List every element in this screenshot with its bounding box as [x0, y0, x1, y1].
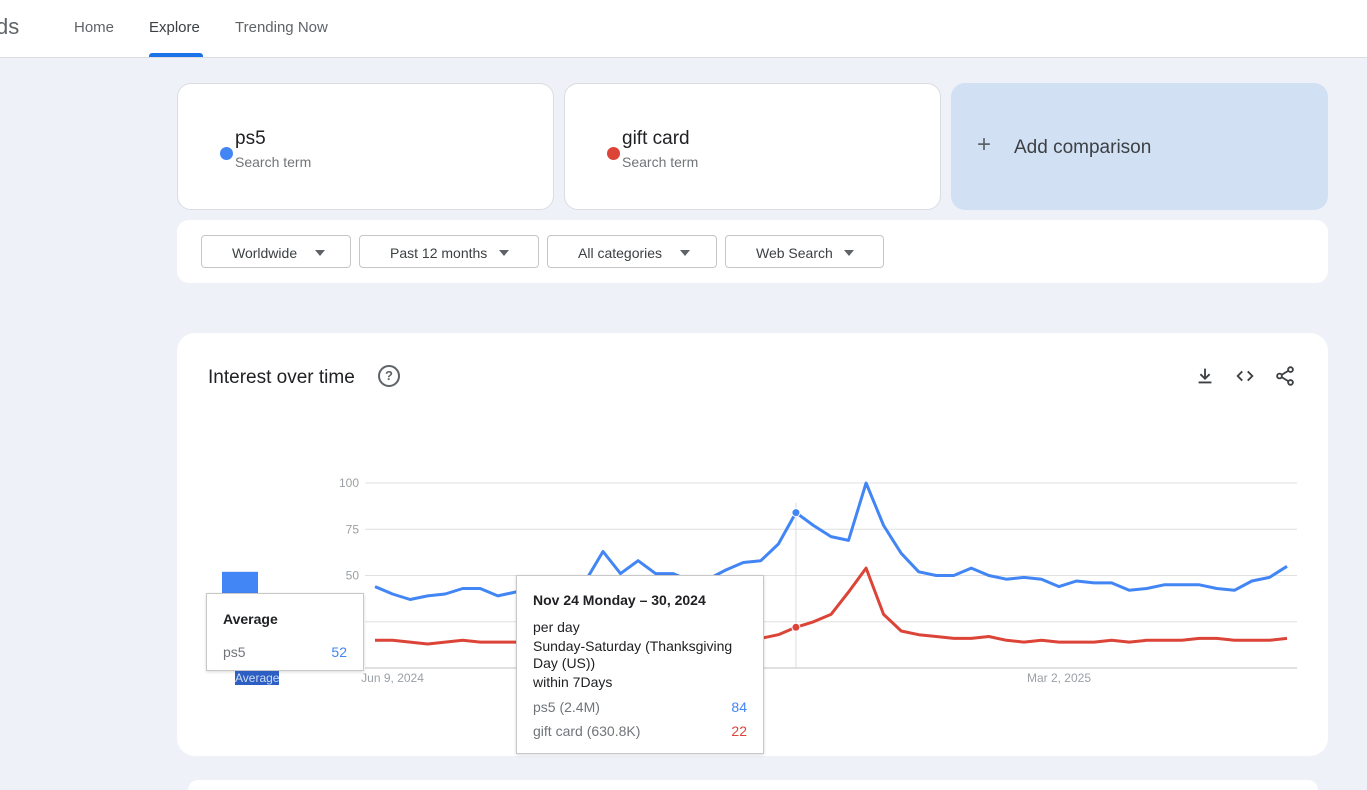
tooltip-date-range: Nov 24 Monday – 30, 2024 [533, 592, 706, 608]
top-navigation-bar: ds Home Explore Trending Now [0, 0, 1367, 58]
tooltip-series-value-gift-card: 22 [731, 723, 747, 739]
filter-search-type-dropdown[interactable]: Web Search [725, 235, 884, 268]
caret-down-icon [844, 250, 854, 256]
series-line-gift-card [375, 566, 1288, 646]
tooltip-value: 52 [331, 644, 347, 660]
embed-code-icon[interactable] [1234, 365, 1256, 387]
filter-location-dropdown[interactable]: Worldwide [201, 235, 351, 268]
panel-title: Interest over time [208, 367, 355, 388]
average-tooltip: Average ps5 52 [206, 593, 364, 671]
nav-explore[interactable]: Explore [149, 19, 200, 36]
series-line-ps5 [374, 481, 1288, 601]
filter-bar: Worldwide Past 12 months All categories … [177, 220, 1328, 283]
help-circle-icon[interactable]: ? [378, 365, 400, 387]
share-icon[interactable] [1274, 365, 1296, 387]
active-tab-indicator [149, 53, 203, 57]
tooltip-series-name-gift-card: gift card (630.8K) [533, 723, 641, 739]
tooltip-title: Average [223, 611, 278, 627]
tooltip-window: within 7Days [533, 674, 613, 690]
search-term-name[interactable]: ps5 [235, 128, 266, 149]
plus-icon: + [977, 131, 992, 158]
tooltip-series-name-ps5: ps5 (2.4M) [533, 699, 600, 715]
filter-label: Web Search [756, 245, 833, 261]
caret-down-icon [680, 250, 690, 256]
download-icon[interactable] [1194, 365, 1216, 387]
y-tick-label: 50 [346, 569, 360, 583]
date-hover-tooltip: Nov 24 Monday – 30, 2024 per day Sunday-… [516, 575, 764, 754]
series-color-dot [220, 147, 233, 160]
next-panel-edge [188, 780, 1318, 790]
hover-point-gift-card [791, 622, 801, 632]
brand-logo-fragment: ds [0, 14, 20, 39]
caret-down-icon [315, 250, 325, 256]
hover-point-ps5 [791, 508, 801, 518]
tooltip-term: ps5 [223, 644, 246, 660]
search-term-card-gift-card[interactable]: gift card Search term [564, 83, 941, 210]
series-color-dot [607, 147, 620, 160]
tooltip-granularity: per day [533, 619, 580, 635]
nav-trending-now[interactable]: Trending Now [235, 19, 328, 36]
y-tick-label: 75 [346, 522, 360, 536]
filter-category-dropdown[interactable]: All categories [547, 235, 717, 268]
search-term-card-ps5[interactable]: ps5 Search term [177, 83, 554, 210]
nav-home[interactable]: Home [74, 19, 115, 36]
search-term-subtitle: Search term [235, 154, 312, 170]
search-term-name[interactable]: gift card [622, 128, 690, 149]
add-comparison-label: Add comparison [1014, 137, 1152, 158]
tooltip-series-value-ps5: 84 [731, 699, 747, 715]
filter-time-range-dropdown[interactable]: Past 12 months [359, 235, 539, 268]
filter-label: Past 12 months [390, 245, 488, 261]
filter-label: All categories [578, 245, 663, 261]
caret-down-icon [499, 250, 509, 256]
tooltip-week-description: Sunday-Saturday (Thanksgiving Day (US)) [533, 638, 733, 671]
filter-label: Worldwide [232, 245, 298, 261]
search-term-subtitle: Search term [622, 154, 699, 170]
x-tick-label: Mar 2, 2025 [1027, 671, 1091, 685]
add-comparison-button[interactable]: + Add comparison [951, 83, 1328, 210]
y-tick-label: 100 [339, 476, 359, 490]
x-tick-label: Jun 9, 2024 [361, 671, 424, 685]
average-axis-label: Average [235, 671, 280, 685]
